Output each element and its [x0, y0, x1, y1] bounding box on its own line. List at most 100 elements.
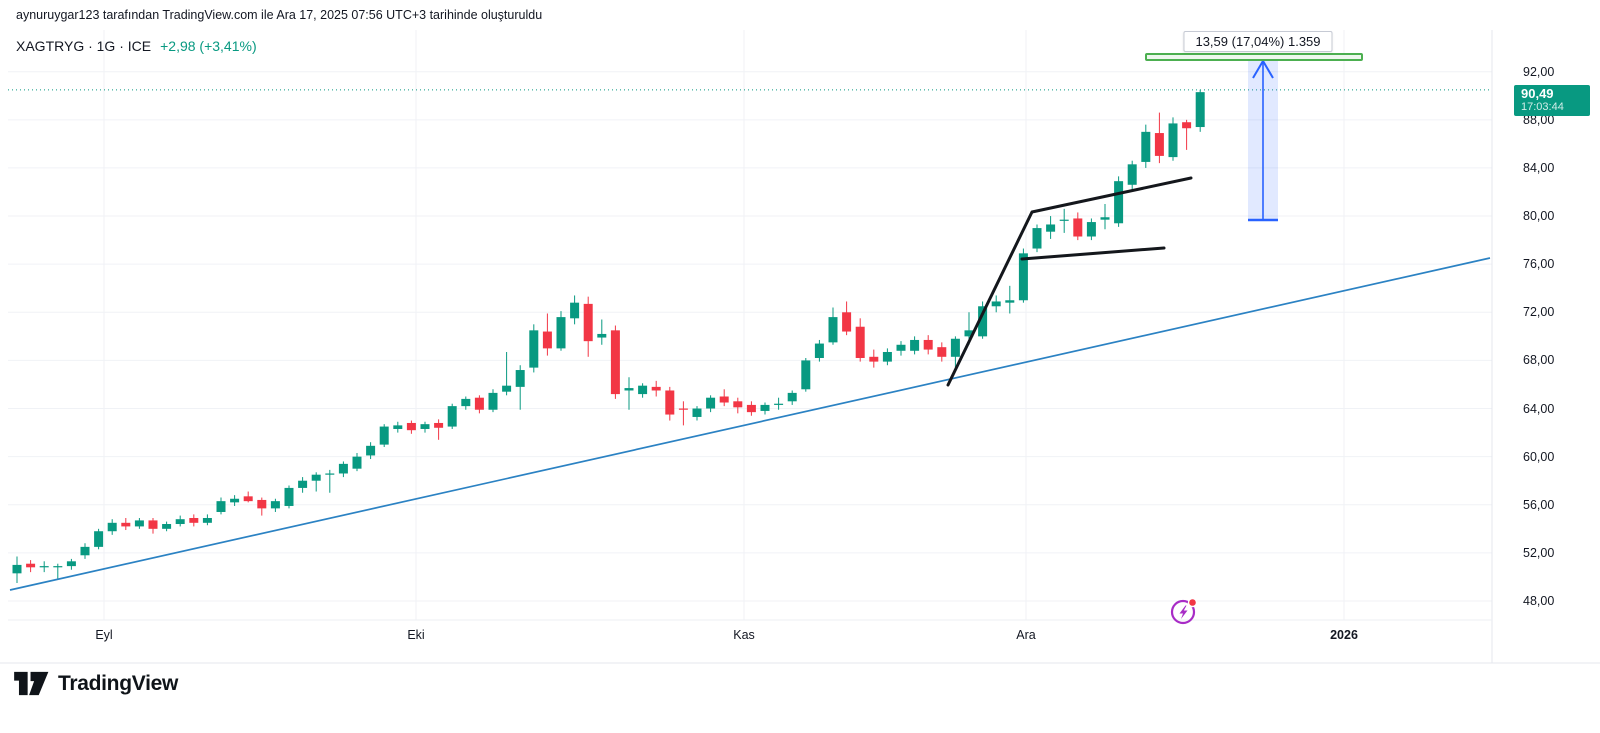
- candle-body: [80, 546, 90, 556]
- candle-body: [556, 317, 566, 349]
- black-trendline-drawing[interactable]: [1020, 246, 1166, 261]
- candle-body: [243, 496, 253, 502]
- symbol-legend: XAGTRYG · 1G · ICE +2,98 (+3,41%): [16, 38, 257, 54]
- price-tick-label: 52,00: [1523, 545, 1555, 560]
- candle-body: [678, 408, 688, 410]
- trendline-drawing[interactable]: [9, 257, 1491, 591]
- candle-body: [1141, 131, 1151, 162]
- candle-body: [121, 522, 131, 527]
- price-range-label[interactable]: 13,59 (17,04%) 1.359: [1183, 31, 1333, 52]
- logo-text: TradingView: [58, 671, 179, 695]
- candle-body: [270, 501, 280, 509]
- price-range-arrow-head-icon: [1252, 59, 1274, 79]
- candle-body: [148, 520, 158, 529]
- candle-body: [216, 501, 226, 512]
- candle-body: [1154, 133, 1164, 156]
- candle-body: [461, 398, 471, 407]
- candle-body: [189, 517, 199, 523]
- candle-body: [366, 445, 376, 456]
- candle-body: [202, 517, 212, 523]
- candle-body: [1100, 217, 1110, 220]
- candle-body: [39, 566, 49, 568]
- price-tick-label: 68,00: [1523, 353, 1555, 368]
- last-price-badge: 90,49 17:03:44: [1514, 85, 1590, 116]
- candle-body: [733, 401, 743, 408]
- candle-body: [937, 347, 947, 357]
- time-tick-label: Kas: [733, 628, 755, 642]
- candle-body: [325, 473, 335, 475]
- events-icon[interactable]: [1168, 595, 1200, 632]
- candle-body: [298, 480, 308, 488]
- candle-body: [706, 397, 716, 409]
- candle-body: [447, 406, 457, 427]
- tradingview-logo[interactable]: TradingView: [14, 670, 178, 697]
- events-circle-icon: [1170, 599, 1196, 625]
- candle-body: [991, 301, 1001, 307]
- price-tick-label: 72,00: [1523, 305, 1555, 320]
- candle-body: [406, 422, 416, 431]
- candle-body: [53, 566, 63, 568]
- candle-body: [542, 331, 552, 349]
- price-tick-label: 84,00: [1523, 160, 1555, 175]
- candle-body: [66, 561, 76, 567]
- candle-body: [1005, 300, 1015, 303]
- candle-body: [910, 339, 920, 351]
- candle-body: [1168, 123, 1178, 158]
- candle-body: [230, 498, 240, 503]
- candle-body: [420, 424, 430, 429]
- candle-body: [746, 404, 756, 413]
- price-tick-label: 92,00: [1523, 64, 1555, 79]
- candle-body: [651, 386, 661, 391]
- candle-body: [964, 330, 974, 337]
- candle-body: [134, 520, 144, 527]
- candle-body: [12, 564, 22, 574]
- candle-body: [515, 370, 525, 387]
- badge-countdown: 17:03:44: [1521, 101, 1564, 113]
- candle-body: [352, 456, 362, 469]
- candle-body: [26, 563, 36, 568]
- candle-body: [610, 330, 620, 395]
- time-tick-label: Eki: [407, 628, 425, 642]
- candle-body: [311, 474, 321, 481]
- candle-body: [882, 351, 892, 362]
- candle-body: [94, 531, 104, 547]
- candle-body: [774, 403, 784, 405]
- price-tick-label: 64,00: [1523, 401, 1555, 416]
- candle-body: [175, 519, 185, 525]
- candle-body: [474, 397, 484, 410]
- candle-body: [1127, 164, 1137, 185]
- candle-body: [1032, 228, 1042, 249]
- candle-body: [1195, 92, 1205, 128]
- candle-body: [1018, 253, 1028, 301]
- candle-body: [760, 404, 770, 411]
- candle-body: [570, 302, 580, 319]
- price-tick-label: 48,00: [1523, 594, 1555, 608]
- candle-body: [950, 338, 960, 357]
- badge-price: 90,49: [1521, 86, 1554, 101]
- lightning-icon: [1179, 605, 1188, 619]
- candle-body: [842, 312, 852, 332]
- candle-body: [869, 356, 879, 362]
- candle-body: [583, 303, 593, 342]
- candle-body: [978, 306, 988, 337]
- candle-body: [1059, 219, 1069, 221]
- candle-body: [814, 343, 824, 359]
- candle-body: [828, 317, 838, 343]
- candle-body: [434, 422, 444, 428]
- candle-body: [1046, 224, 1056, 232]
- candle-body: [1086, 222, 1096, 237]
- price-tick-label: 60,00: [1523, 449, 1555, 464]
- candle-body: [787, 392, 797, 402]
- candle-body: [502, 385, 512, 392]
- symbol-title: XAGTRYG · 1G · ICE: [16, 38, 152, 54]
- candle-body: [923, 339, 933, 350]
- candle-body: [162, 524, 172, 529]
- attribution-text: aynuruygar123 tarafından TradingView.com…: [16, 8, 543, 22]
- black-trend-polyline-drawing[interactable]: [946, 176, 1193, 387]
- time-tick-label: Eyl: [95, 628, 113, 642]
- range-top-bar[interactable]: [1145, 53, 1363, 61]
- price-tick-label: 56,00: [1523, 497, 1555, 512]
- price-tick-label: 80,00: [1523, 209, 1555, 224]
- candle-body: [1073, 218, 1083, 237]
